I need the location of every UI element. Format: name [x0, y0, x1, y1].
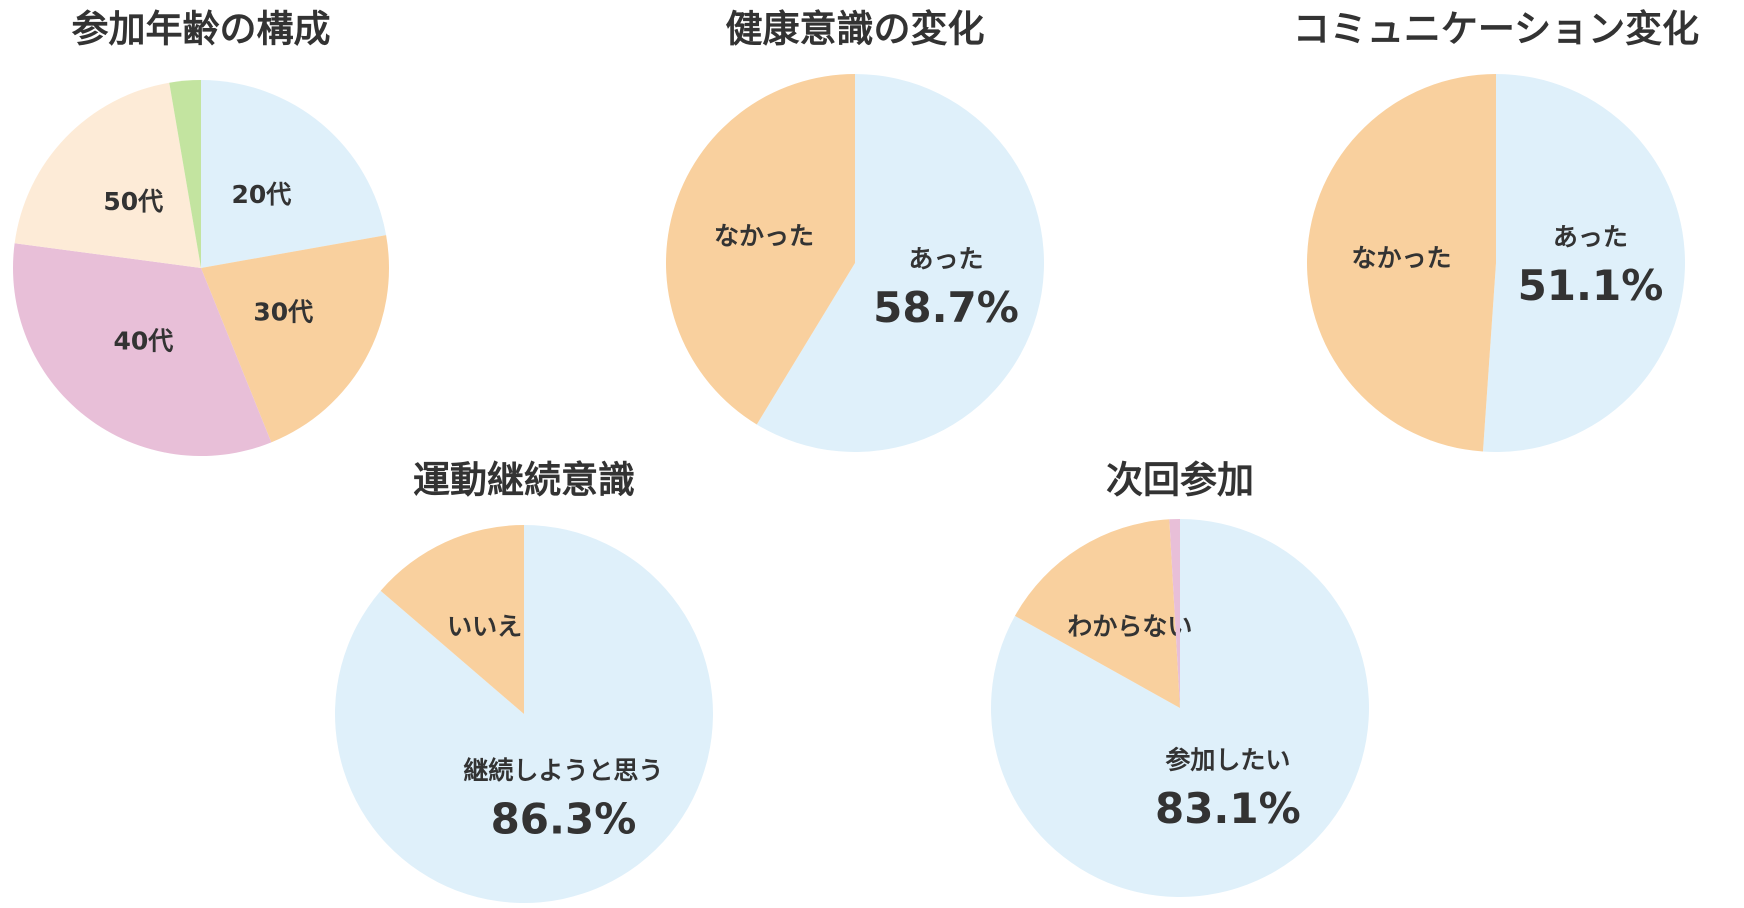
chart-title: 健康意識の変化: [726, 8, 985, 51]
slice-label: 20代: [231, 180, 291, 209]
pie-slice: [1169, 519, 1180, 708]
pie-slice: [1014, 519, 1180, 708]
slice-label: わからない: [1067, 612, 1192, 641]
chart-title: 参加年齢の構成: [72, 8, 331, 51]
slice-label: 参加したい: [1165, 745, 1290, 774]
slice-label: 50代: [103, 187, 163, 216]
slice-label: 40代: [113, 326, 173, 355]
slice-label: なかった: [1352, 244, 1452, 273]
slice-label: 継続しようと思う: [463, 756, 663, 785]
pie-slice: [756, 74, 1045, 453]
chart-title: 運動継続意識: [413, 459, 635, 502]
pie-slice: [1306, 74, 1496, 452]
pie-slice: [990, 519, 1369, 897]
pie-slice: [169, 80, 201, 268]
chart-title: コミュニケーション変化: [1293, 8, 1699, 51]
pie-slice: [12, 243, 272, 456]
pie-slice: [666, 74, 855, 425]
pie-slice: [1482, 74, 1685, 452]
slice-label: あった: [1553, 222, 1628, 251]
value-label: 83.1%: [1155, 784, 1301, 833]
value-label: 86.3%: [491, 794, 637, 843]
pie-slice: [380, 525, 524, 714]
pie-slice: [201, 235, 389, 443]
slice-label: あった: [908, 245, 983, 274]
slice-label: 30代: [253, 298, 313, 327]
slice-label: なかった: [714, 221, 814, 250]
slice-label: いいえ: [447, 612, 522, 641]
value-label: 51.1%: [1518, 261, 1664, 310]
value-label: 58.7%: [873, 283, 1019, 332]
pie-slice: [201, 80, 387, 268]
chart-title: 次回参加: [1106, 459, 1254, 502]
pie-slice: [14, 82, 201, 268]
